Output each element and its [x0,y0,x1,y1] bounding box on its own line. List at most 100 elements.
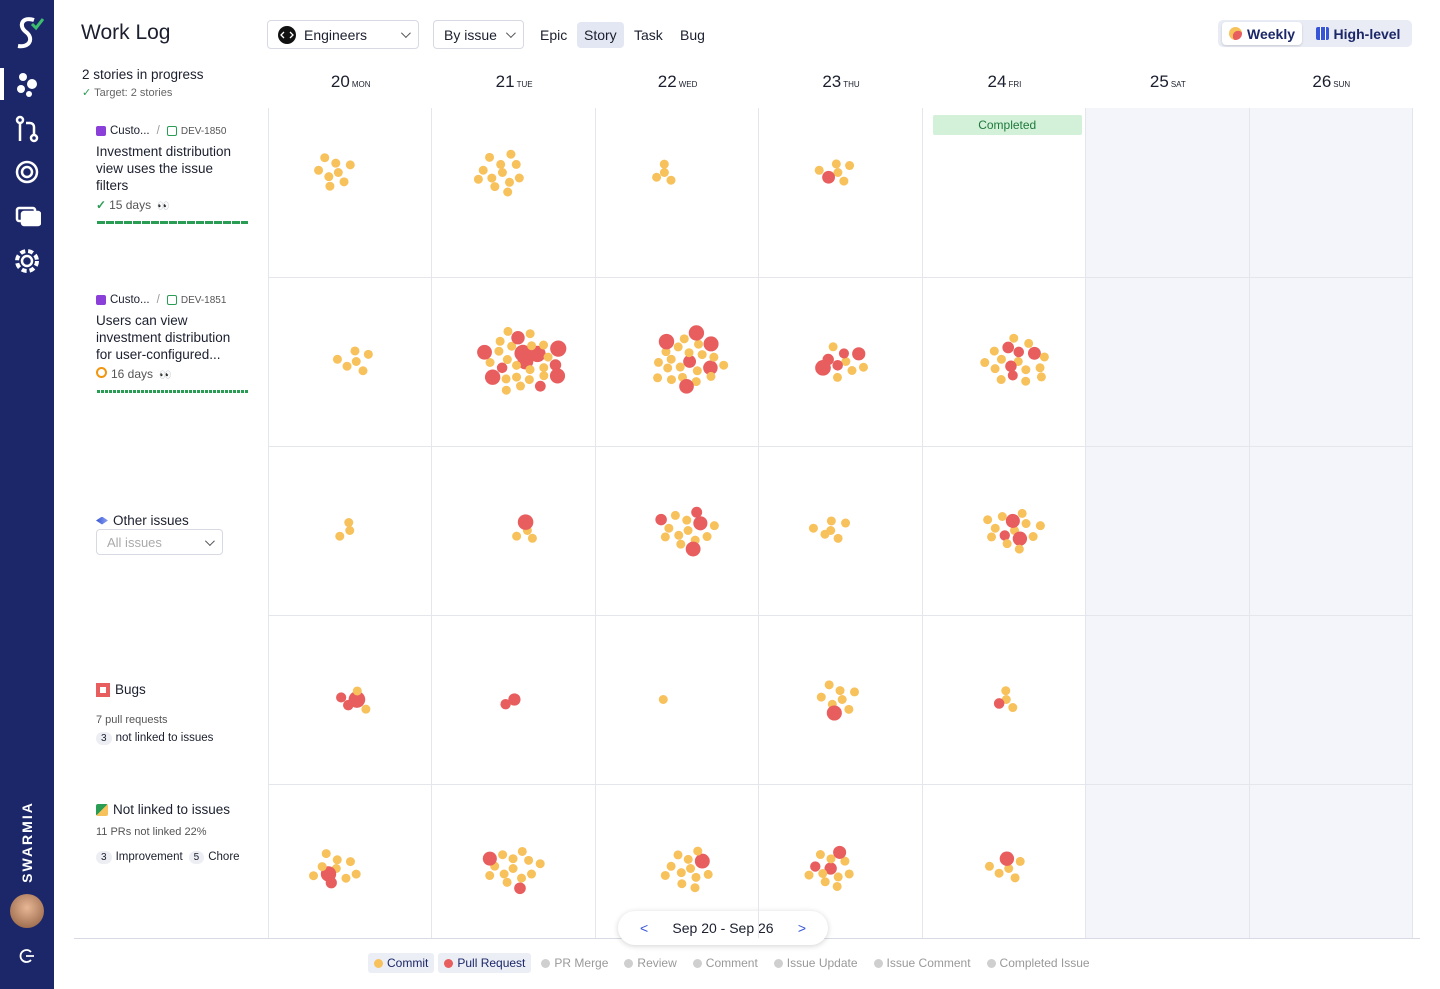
pull-request-dot[interactable] [852,347,866,361]
commit-dot[interactable] [527,341,537,351]
legend-item[interactable]: PR Merge [535,953,614,973]
commit-dot[interactable] [683,854,693,864]
commit-dot[interactable] [1035,521,1045,531]
commit-dot[interactable] [660,870,670,880]
commit-dot[interactable] [990,523,1000,533]
commit-dot[interactable] [815,850,825,860]
commit-dot[interactable] [989,346,999,356]
pull-request-dot[interactable] [514,882,526,895]
commit-dot[interactable] [674,530,684,540]
commit-dot[interactable] [527,533,537,543]
commit-dot[interactable] [317,862,327,872]
pull-request-dot[interactable] [534,380,546,392]
commit-dot[interactable] [1021,519,1031,529]
commit-dot[interactable] [1002,539,1012,549]
commit-dot[interactable] [659,159,669,169]
commit-dot[interactable] [511,159,521,169]
commit-dot[interactable] [512,372,522,382]
commit-dot[interactable] [831,159,841,169]
pull-request-dot[interactable] [1005,513,1020,528]
commit-dot[interactable] [539,363,549,373]
pull-request-dot[interactable] [500,698,511,710]
commit-dot[interactable] [850,687,860,697]
commit-dot[interactable] [837,695,847,704]
commit-dot[interactable] [504,177,514,187]
pull-request-dot[interactable] [1005,360,1017,372]
commit-dot[interactable] [1010,873,1020,883]
commit-dot[interactable] [808,523,818,533]
pull-request-dot[interactable] [703,360,718,376]
commit-dot[interactable] [350,346,360,356]
commit-dot[interactable] [325,181,335,191]
commit-dot[interactable] [524,375,534,385]
commit-dot[interactable] [503,187,513,197]
commit-dot[interactable] [332,855,342,865]
pull-request-dot[interactable] [822,170,835,184]
commit-dot[interactable] [670,510,680,520]
commit-dot[interactable] [345,160,355,170]
commit-dot[interactable] [673,850,683,860]
commit-dot[interactable] [321,849,331,859]
commit-dot[interactable] [818,868,828,878]
commit-dot[interactable] [840,856,850,866]
commit-dot[interactable] [342,361,352,371]
commit-dot[interactable] [525,365,535,375]
commit-dot[interactable] [664,523,674,533]
commit-dot[interactable] [666,175,676,185]
commit-dot[interactable] [835,686,845,696]
commit-dot[interactable] [502,355,512,365]
pull-request-dot[interactable] [693,516,708,531]
legend-item[interactable]: Review [618,953,682,973]
commit-dot[interactable] [820,529,830,539]
pull-request-dot[interactable] [549,359,562,371]
pull-request-dot[interactable] [833,845,847,859]
commit-dot[interactable] [352,686,362,696]
commit-dot[interactable] [478,165,488,175]
commit-dot[interactable] [719,360,729,370]
commit-dot[interactable] [1028,532,1038,542]
commit-dot[interactable] [485,871,495,881]
pull-request-dot[interactable] [550,340,567,357]
pull-request-dot[interactable] [1002,341,1015,354]
pull-request-dot[interactable] [826,705,842,721]
commit-dot[interactable] [824,680,834,690]
commit-dot[interactable] [351,869,361,879]
commit-dot[interactable] [324,172,334,182]
commit-dot[interactable] [691,872,701,882]
commit-dot[interactable] [1024,338,1034,348]
pull-request-dot[interactable] [810,861,821,872]
commit-dot[interactable] [1015,856,1025,866]
commit-dot[interactable] [1021,376,1031,386]
commit-dot[interactable] [345,857,355,867]
commit-dot[interactable] [675,362,685,372]
commit-dot[interactable] [841,518,851,528]
commit-dot[interactable] [1035,363,1045,373]
commit-dot[interactable] [507,341,517,351]
pull-request-dot[interactable] [685,541,701,557]
commit-dot[interactable] [686,864,696,873]
avatar[interactable] [10,894,44,928]
commit-dot[interactable] [984,861,994,871]
commit-dot[interactable] [501,385,511,395]
pull-request-dot[interactable] [824,862,837,875]
pull-request-dot[interactable] [832,360,843,371]
pull-request-dot[interactable] [691,506,703,518]
pull-request-dot[interactable] [484,369,501,385]
pull-request-dot[interactable] [1027,346,1041,360]
commit-dot[interactable] [495,336,505,346]
commit-dot[interactable] [524,855,534,865]
commit-dot[interactable] [508,864,518,873]
commit-dot[interactable] [517,846,527,856]
commit-dot[interactable] [503,326,513,336]
commit-dot[interactable] [517,873,527,883]
commit-dot[interactable] [833,168,843,177]
commit-dot[interactable] [660,532,670,542]
commit-dot[interactable] [844,704,854,714]
commit-dot[interactable] [661,347,671,357]
commit-dot[interactable] [1039,352,1049,362]
pull-request-dot[interactable] [482,851,497,866]
commit-dot[interactable] [804,870,814,880]
commit-dot[interactable] [527,869,537,879]
legend-item[interactable]: Commit [368,953,435,973]
legend-item[interactable]: Issue Comment [868,953,977,973]
